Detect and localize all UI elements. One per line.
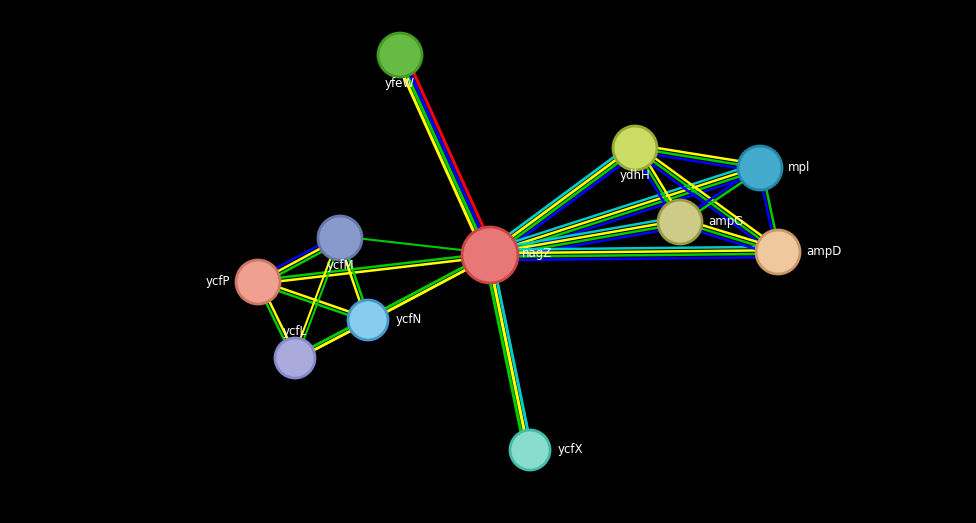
Circle shape	[756, 230, 800, 274]
Text: ampG: ampG	[708, 215, 744, 229]
Circle shape	[275, 338, 315, 378]
Circle shape	[318, 216, 362, 260]
Circle shape	[613, 126, 657, 170]
Text: ycfN: ycfN	[396, 313, 423, 326]
Circle shape	[510, 430, 550, 470]
Text: ycfL: ycfL	[283, 325, 307, 338]
Circle shape	[738, 146, 782, 190]
Text: ycfM: ycfM	[326, 259, 354, 272]
Circle shape	[462, 227, 518, 283]
Text: ydhH: ydhH	[620, 169, 650, 183]
Text: ampD: ampD	[806, 245, 841, 258]
Text: yfeW: yfeW	[385, 76, 415, 89]
Text: ycfX: ycfX	[558, 444, 584, 457]
Text: ycfP: ycfP	[206, 276, 230, 289]
Circle shape	[236, 260, 280, 304]
Circle shape	[658, 200, 702, 244]
Text: mpl: mpl	[788, 162, 810, 175]
Text: nagZ: nagZ	[522, 246, 552, 259]
Circle shape	[348, 300, 388, 340]
Circle shape	[378, 33, 422, 77]
